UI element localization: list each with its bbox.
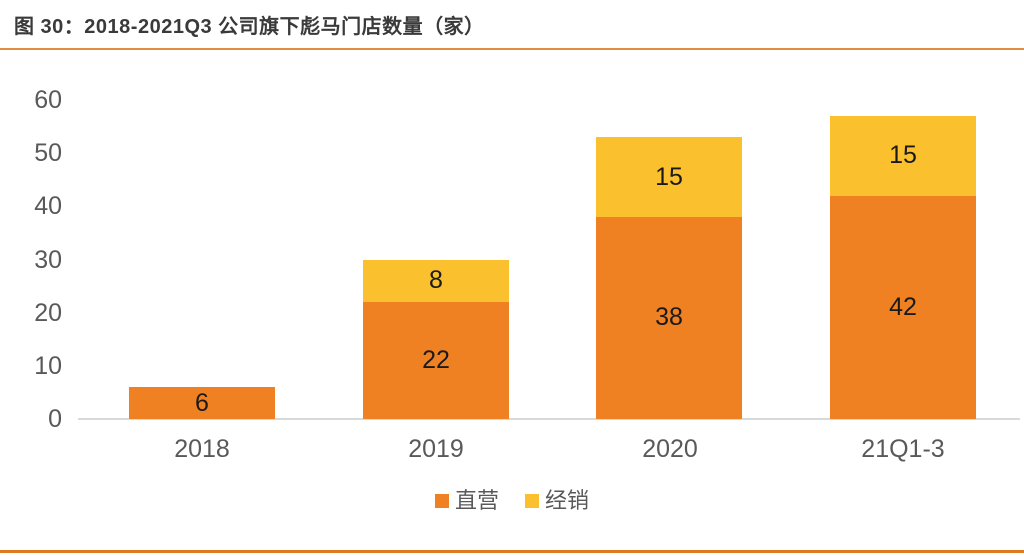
legend-swatch-icon (525, 494, 539, 508)
legend-label: 直营 (454, 488, 499, 513)
bottom-rule (0, 550, 1024, 553)
legend-swatch-icon (434, 494, 449, 508)
x-axis-labels: 2018 2019 2020 21Q1-3 (85, 436, 1020, 466)
bar-segment: 6 (129, 387, 275, 419)
bar-segment: 38 (596, 216, 742, 419)
bar-stack-21q1-3: 42 15 (830, 115, 976, 419)
chart-legend: 直营 经销 (0, 486, 1024, 516)
x-axis-baseline (78, 418, 1020, 420)
bar-value-label: 42 (889, 292, 917, 321)
bar-value-label: 15 (655, 162, 683, 191)
y-tick-label: 60 (34, 86, 62, 114)
bar-stack-2019: 22 8 (363, 259, 509, 419)
y-tick-label: 10 (34, 351, 62, 380)
x-axis-label: 2020 (642, 435, 698, 463)
y-tick-label: 50 (34, 139, 62, 168)
bar-segment: 15 (596, 137, 742, 217)
bar-value-label: 22 (422, 346, 450, 375)
y-axis: 0 10 20 30 40 50 60 (0, 0, 70, 556)
bar-stack-2020: 38 15 (596, 137, 742, 419)
bar-stack-2018: 6 (129, 387, 275, 419)
y-tick-label: 20 (34, 298, 62, 327)
y-tick-label: 30 (34, 245, 62, 274)
legend-item: 直营 (434, 488, 499, 513)
y-tick-label: 40 (34, 192, 62, 221)
bar-segment: 8 (363, 259, 509, 303)
title-underline-rule (0, 48, 1024, 50)
figure-title: 图 30：2018-2021Q3 公司旗下彪马门店数量（家） (14, 16, 485, 38)
bar-value-label: 6 (195, 388, 209, 417)
legend-label: 经销 (545, 488, 590, 513)
bar-value-label: 8 (429, 266, 443, 295)
bar-segment: 42 (830, 195, 976, 419)
plot-area: 6 22 8 38 15 42 15 (85, 100, 1020, 419)
bar-segment: 15 (830, 115, 976, 196)
bar-value-label: 15 (889, 141, 917, 170)
x-axis-label: 2019 (408, 435, 464, 463)
x-axis-label: 2018 (174, 435, 230, 463)
y-tick-label: 0 (48, 405, 62, 433)
legend-item: 经销 (525, 490, 589, 512)
x-axis-label: 21Q1-3 (861, 435, 945, 463)
bar-segment: 22 (363, 302, 509, 419)
bar-value-label: 38 (655, 303, 683, 332)
